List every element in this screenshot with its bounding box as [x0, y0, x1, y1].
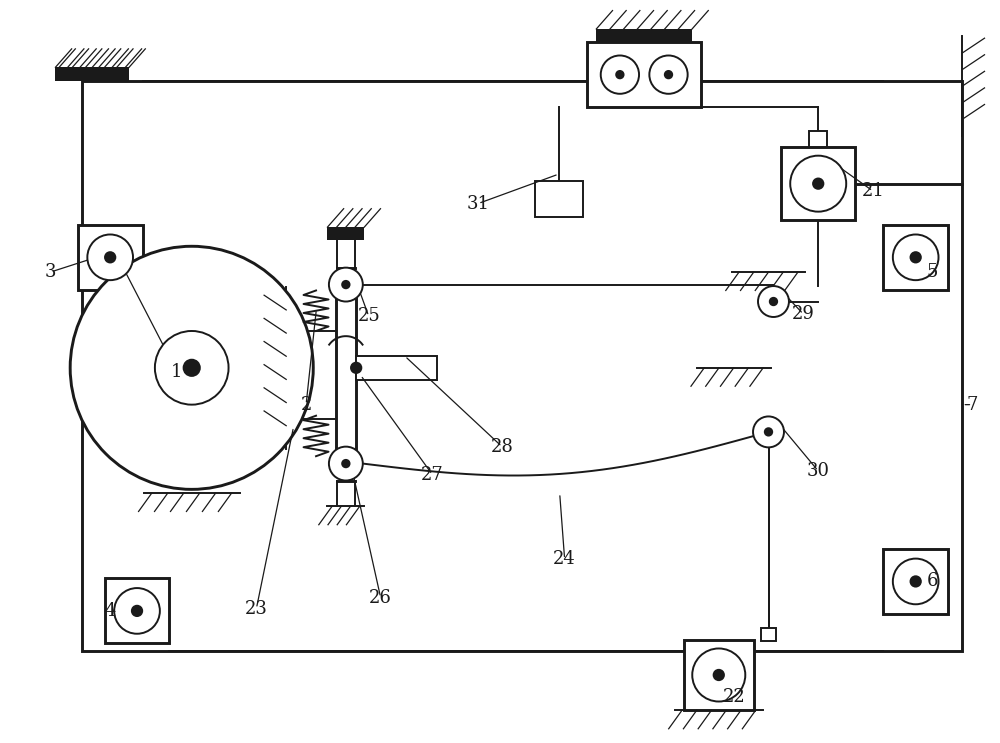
Circle shape: [790, 156, 846, 212]
Bar: [883, 549, 948, 614]
Circle shape: [758, 286, 789, 317]
Circle shape: [753, 416, 784, 447]
Bar: [781, 147, 855, 221]
Circle shape: [813, 178, 823, 189]
Bar: [684, 640, 754, 710]
Circle shape: [342, 460, 350, 467]
Circle shape: [765, 428, 772, 435]
Circle shape: [692, 649, 745, 701]
Circle shape: [70, 246, 313, 490]
Bar: [809, 131, 827, 147]
Circle shape: [770, 298, 777, 305]
Bar: [596, 29, 692, 42]
Bar: [356, 356, 437, 380]
Text: 24: 24: [553, 551, 576, 568]
Text: 30: 30: [807, 462, 830, 480]
Circle shape: [714, 670, 724, 680]
Circle shape: [342, 281, 350, 288]
Text: 26: 26: [369, 588, 392, 606]
Text: 4: 4: [104, 602, 116, 620]
Bar: [78, 225, 143, 290]
Text: 22: 22: [722, 688, 745, 706]
Text: 31: 31: [467, 195, 490, 212]
Text: 6: 6: [927, 572, 938, 591]
Circle shape: [911, 577, 921, 586]
Bar: [105, 579, 169, 643]
Circle shape: [87, 235, 133, 280]
Text: 29: 29: [792, 305, 815, 323]
Circle shape: [893, 559, 939, 604]
Circle shape: [114, 588, 160, 634]
Bar: [336, 287, 356, 449]
Text: 27: 27: [421, 466, 444, 484]
Circle shape: [155, 331, 229, 405]
Bar: [327, 227, 364, 241]
Bar: [587, 42, 701, 107]
Circle shape: [329, 447, 363, 481]
Circle shape: [105, 252, 115, 262]
Circle shape: [351, 363, 361, 373]
Circle shape: [893, 235, 939, 280]
Bar: [535, 181, 583, 217]
Text: 3: 3: [45, 263, 56, 281]
Text: 1: 1: [171, 363, 183, 380]
Circle shape: [329, 267, 363, 302]
Bar: [55, 68, 129, 80]
Circle shape: [184, 360, 200, 376]
Bar: [761, 628, 776, 641]
Circle shape: [601, 56, 639, 94]
Text: 5: 5: [927, 263, 938, 281]
Bar: [82, 80, 962, 652]
Bar: [59, 68, 125, 80]
Text: 25: 25: [357, 308, 380, 325]
Text: 21: 21: [861, 182, 884, 200]
Circle shape: [665, 71, 672, 78]
Circle shape: [649, 56, 688, 94]
Circle shape: [132, 606, 142, 616]
Text: 23: 23: [245, 600, 268, 617]
Text: 28: 28: [491, 438, 513, 455]
Bar: [883, 225, 948, 290]
Circle shape: [616, 71, 624, 78]
Text: 2: 2: [300, 396, 312, 414]
Text: 7: 7: [967, 396, 978, 414]
Circle shape: [911, 252, 921, 262]
